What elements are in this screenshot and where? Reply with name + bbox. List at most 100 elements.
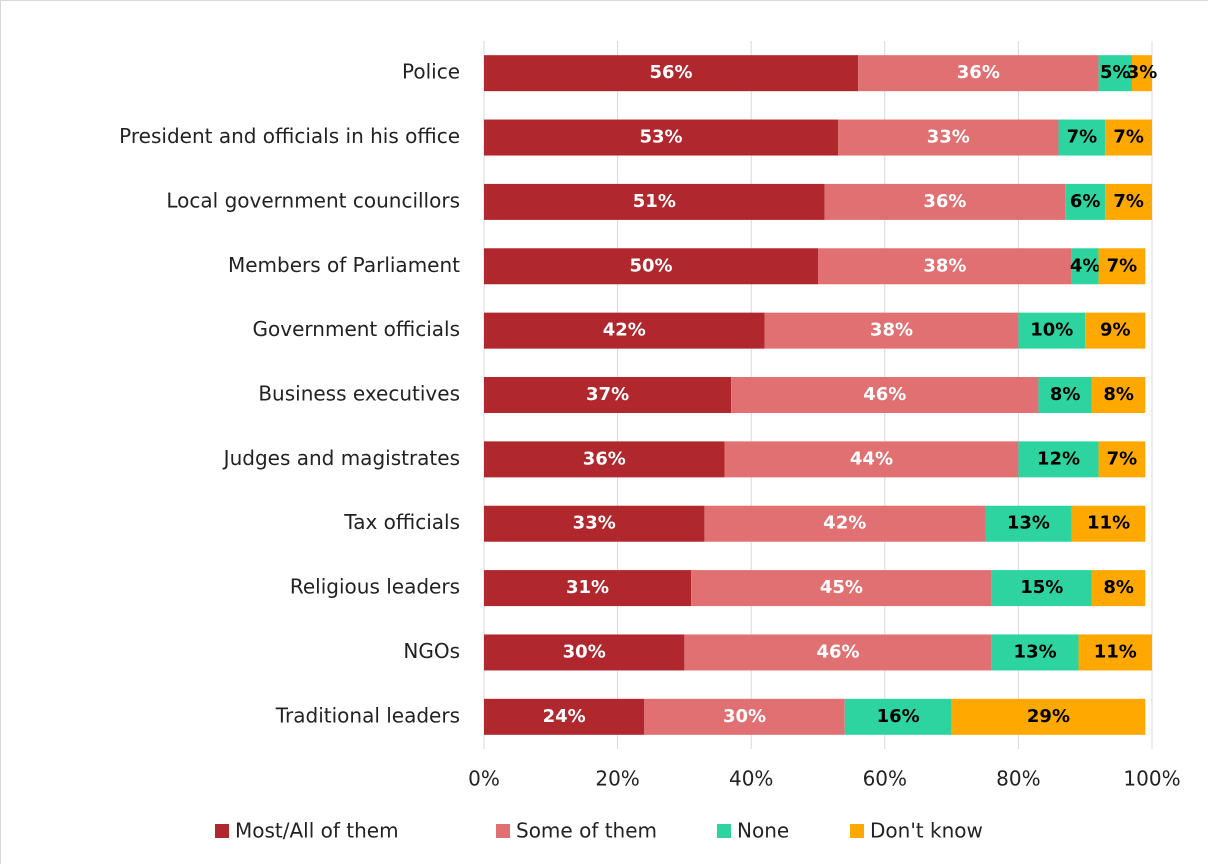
legend-label: Most/All of them: [235, 819, 399, 843]
category-label: Business executives: [258, 382, 460, 406]
value-label: 8%: [1103, 384, 1134, 405]
bar-segment: [838, 119, 1059, 156]
value-label: 10%: [1030, 320, 1073, 341]
legend-swatch: [717, 824, 731, 838]
value-label: 11%: [1094, 641, 1137, 662]
bar-segment: [684, 634, 992, 671]
value-label: 36%: [957, 62, 1000, 83]
bar-segment: [724, 441, 1019, 478]
bar-segment: [951, 698, 1146, 735]
legend-swatch: [850, 824, 864, 838]
value-label: 5%: [1100, 62, 1131, 83]
value-label: 42%: [603, 320, 646, 341]
value-label: 12%: [1037, 448, 1080, 469]
value-label: 56%: [649, 62, 692, 83]
bar-segment: [484, 441, 725, 478]
value-label: 16%: [877, 706, 920, 727]
category-label: Members of Parliament: [228, 253, 460, 277]
bar-segment: [484, 55, 859, 92]
bar-segment: [484, 312, 765, 349]
bar-segment: [1018, 312, 1086, 349]
value-label: 7%: [1113, 127, 1144, 148]
x-tick-label: 40%: [729, 767, 773, 791]
bar-segment: [484, 183, 825, 220]
bar-segment: [844, 698, 952, 735]
category-label: President and officials in his office: [119, 124, 460, 148]
bar-segment: [1105, 183, 1152, 220]
value-label: 24%: [543, 706, 586, 727]
legend-swatch: [496, 824, 510, 838]
category-label: Religious leaders: [290, 575, 460, 599]
value-label: 15%: [1020, 577, 1063, 598]
bar-segment: [1038, 377, 1092, 413]
bar-segment: [691, 570, 992, 607]
bar-segment: [484, 698, 645, 735]
category-label: Tax officials: [343, 510, 460, 534]
bar-segment: [484, 248, 818, 285]
bar-segment: [484, 634, 685, 671]
value-label: 44%: [850, 448, 893, 469]
value-label: 51%: [633, 191, 676, 212]
legend-label: None: [737, 819, 789, 843]
bar-segment: [985, 505, 1072, 542]
category-label: Traditional leaders: [275, 703, 460, 727]
bar-segment: [1105, 119, 1152, 156]
category-label: Judges and magistrates: [222, 446, 460, 470]
legend-label: Don't know: [870, 819, 983, 843]
category-label: NGOs: [403, 639, 460, 663]
value-label: 13%: [1014, 641, 1057, 662]
category-label: Local government councillors: [166, 188, 460, 212]
bar-segment: [1085, 312, 1146, 349]
bar-segment: [1091, 570, 1146, 607]
bar-segment: [1078, 634, 1152, 671]
value-label: 37%: [586, 384, 629, 405]
bar-segment: [644, 698, 845, 735]
bar-segment: [1098, 248, 1146, 285]
bar-segment: [1091, 377, 1146, 413]
value-label: 33%: [573, 513, 616, 534]
bar-segment: [484, 377, 732, 413]
value-label: 7%: [1107, 448, 1138, 469]
category-label: Government officials: [253, 317, 460, 341]
bar-segment: [991, 634, 1079, 671]
bar-segment: [764, 312, 1019, 349]
x-tick-label: 20%: [595, 767, 639, 791]
value-label: 7%: [1067, 127, 1098, 148]
value-label: 13%: [1007, 513, 1050, 534]
legend-swatch: [215, 824, 229, 838]
value-label: 8%: [1050, 384, 1081, 405]
bar-segment: [484, 119, 839, 156]
value-label: 36%: [583, 448, 626, 469]
bar-segment: [1098, 55, 1132, 92]
x-tick-label: 60%: [863, 767, 907, 791]
category-label: Police: [402, 60, 460, 84]
bar-segment: [1098, 441, 1146, 478]
bar-segment: [1071, 248, 1099, 285]
value-label: 33%: [927, 127, 970, 148]
bar-segment: [1131, 55, 1152, 92]
value-label: 38%: [870, 320, 913, 341]
value-label: 3%: [1127, 62, 1158, 83]
value-label: 6%: [1070, 191, 1101, 212]
bar-segment: [704, 505, 985, 542]
bar-segment: [824, 183, 1066, 220]
value-label: 30%: [563, 641, 606, 662]
bar-segment: [1065, 183, 1106, 220]
x-tick-label: 100%: [1123, 767, 1180, 791]
value-label: 45%: [820, 577, 863, 598]
value-label: 46%: [816, 641, 859, 662]
value-label: 8%: [1103, 577, 1134, 598]
value-label: 38%: [923, 255, 966, 276]
value-label: 11%: [1087, 513, 1130, 534]
bar-segment: [731, 377, 1039, 413]
x-tick-label: 0%: [468, 767, 500, 791]
bar-segment: [818, 248, 1072, 285]
value-label: 7%: [1107, 255, 1138, 276]
value-label: 4%: [1070, 255, 1101, 276]
value-label: 31%: [566, 577, 609, 598]
x-tick-label: 80%: [996, 767, 1040, 791]
bar-segment: [1018, 441, 1099, 478]
value-label: 46%: [863, 384, 906, 405]
